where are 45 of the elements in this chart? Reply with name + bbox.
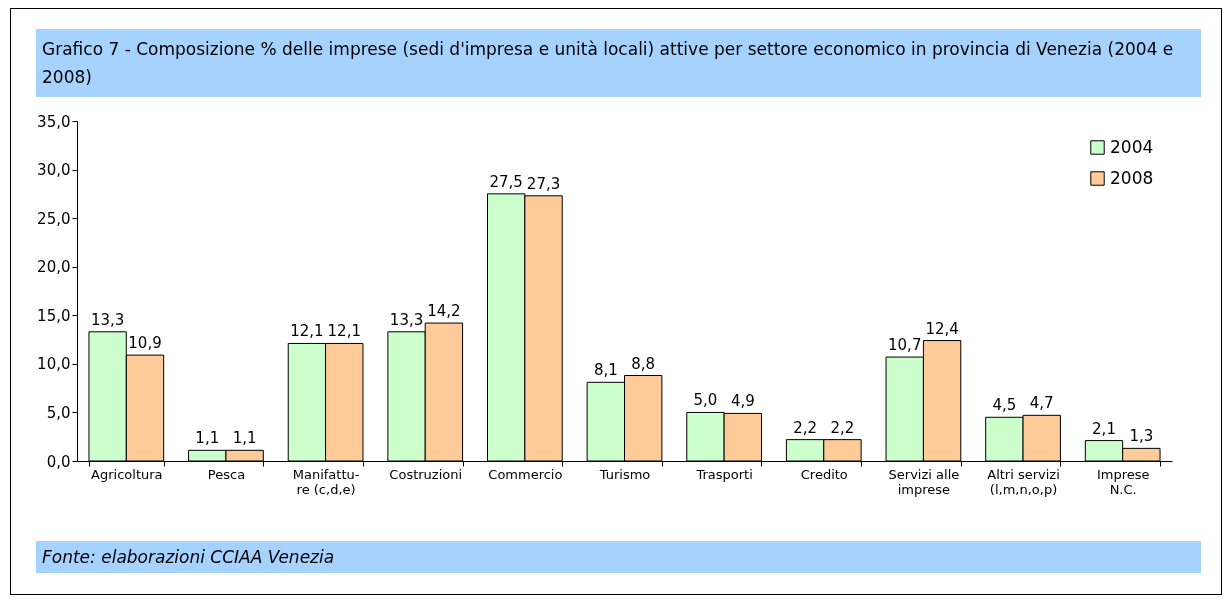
x-tick-label: Turismo <box>598 466 651 482</box>
data-label: 10,7 <box>888 336 922 355</box>
data-label: 10,9 <box>128 334 162 353</box>
data-label: 5,0 <box>693 391 718 410</box>
data-label: 8,1 <box>593 361 618 380</box>
data-label: 12,1 <box>327 322 361 341</box>
x-tick-label: Costruzioni <box>389 466 463 482</box>
y-tick-label: 30,0 <box>37 161 71 180</box>
x-tick-label: Altri servizi (l,m,n,o,p) <box>987 466 1060 497</box>
x-tick-label: Trasporti <box>695 466 753 482</box>
data-label: 14,2 <box>427 302 461 321</box>
y-tick-label: 0,0 <box>46 452 71 471</box>
data-label: 1,3 <box>1129 427 1154 446</box>
legend-label: 2004 <box>1110 136 1154 157</box>
y-tick-label: 25,0 <box>37 209 71 228</box>
data-label: 4,7 <box>1029 394 1054 413</box>
data-label: 13,3 <box>389 310 424 329</box>
data-label: 2,1 <box>1092 419 1116 438</box>
data-label: 2,2 <box>793 418 818 437</box>
data-label: 4,5 <box>992 396 1017 415</box>
data-label: 27,5 <box>489 172 523 191</box>
y-tick-label: 20,0 <box>37 258 71 277</box>
data-label: 1,1 <box>195 429 220 448</box>
data-label: 8,8 <box>631 354 656 373</box>
y-tick-label: 15,0 <box>37 306 71 325</box>
x-tick-label: Imprese N.C. <box>1096 466 1150 497</box>
data-label: 27,3 <box>526 174 561 193</box>
data-label: 13,3 <box>90 310 125 329</box>
data-label: 12,4 <box>925 319 959 338</box>
data-label: 1,1 <box>232 429 257 448</box>
chart-title: Grafico 7 - Composizione % delle imprese (sedi d'impresa e unità locali) attive per settore economico in provincia di Venezia (2004 e 2008) <box>36 29 1201 97</box>
y-tick-label: 5,0 <box>46 403 71 422</box>
data-label: 12,1 <box>290 322 324 341</box>
x-tick-label: Servizi alle imprese <box>888 466 960 497</box>
x-tick-label: Commercio <box>488 466 563 482</box>
x-tick-label: Pesca <box>207 466 246 482</box>
x-tick-label: Agricoltura <box>91 466 163 482</box>
source-note: Fonte: elaborazioni CCIAA Venezia <box>36 541 1201 573</box>
x-tick-label: Credito <box>800 466 848 482</box>
y-tick-label: 35,0 <box>37 112 71 131</box>
legend-label: 2008 <box>1110 167 1154 188</box>
y-tick-label: 10,0 <box>37 355 71 374</box>
data-label: 2,2 <box>830 418 855 437</box>
x-tick-label: Manifattu- re (c,d,e) <box>292 466 360 497</box>
data-label: 4,9 <box>730 392 755 411</box>
